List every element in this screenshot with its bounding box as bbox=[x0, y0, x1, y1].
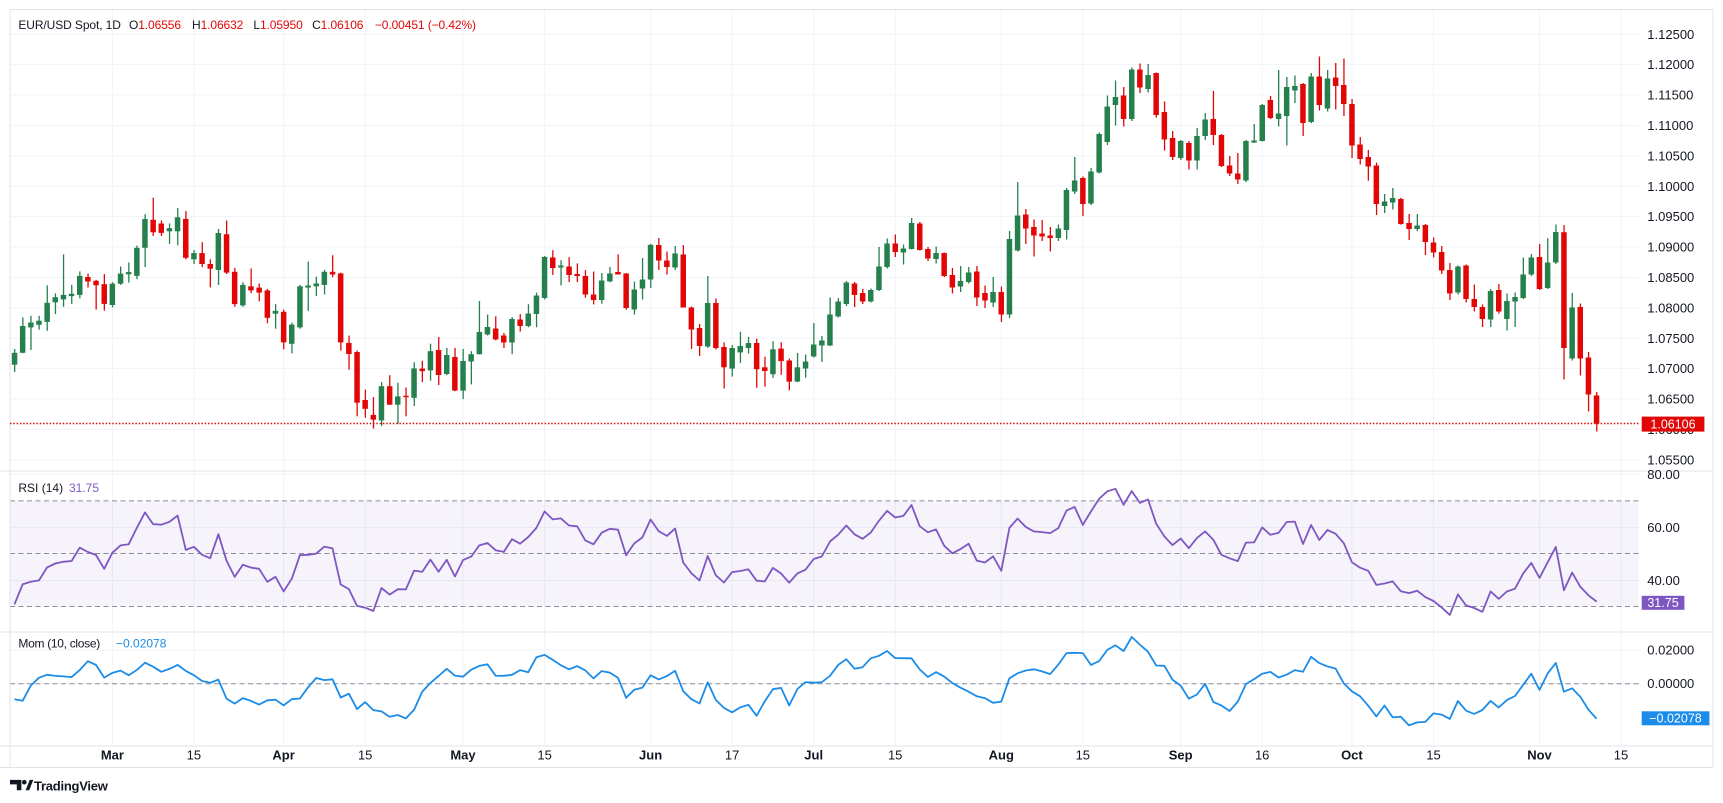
svg-text:80.00: 80.00 bbox=[1647, 467, 1680, 482]
svg-text:1.11500: 1.11500 bbox=[1647, 88, 1693, 103]
svg-text:Jul: Jul bbox=[804, 747, 823, 762]
svg-text:1.10500: 1.10500 bbox=[1647, 148, 1694, 163]
svg-text:H1.06632: H1.06632 bbox=[192, 18, 244, 32]
svg-text:Mom (10, close): Mom (10, close) bbox=[18, 637, 100, 651]
svg-text:60.00: 60.00 bbox=[1647, 520, 1680, 535]
svg-text:Oct: Oct bbox=[1341, 747, 1363, 762]
svg-text:31.75: 31.75 bbox=[69, 481, 99, 495]
svg-text:−0.02078: −0.02078 bbox=[116, 637, 167, 651]
svg-text:31.75: 31.75 bbox=[1647, 596, 1678, 610]
svg-text:TradingView: TradingView bbox=[34, 778, 109, 793]
svg-text:15: 15 bbox=[358, 747, 372, 762]
svg-text:1.12500: 1.12500 bbox=[1647, 27, 1694, 42]
svg-text:Mar: Mar bbox=[101, 747, 124, 762]
svg-text:Sep: Sep bbox=[1169, 747, 1193, 762]
svg-text:RSI (14): RSI (14) bbox=[18, 481, 63, 495]
svg-text:EUR/USD Spot, 1D: EUR/USD Spot, 1D bbox=[18, 18, 121, 32]
svg-text:0.02000: 0.02000 bbox=[1647, 643, 1694, 658]
svg-text:15: 15 bbox=[537, 747, 551, 762]
svg-text:0.00000: 0.00000 bbox=[1647, 676, 1694, 691]
svg-text:15: 15 bbox=[888, 747, 902, 762]
svg-text:15: 15 bbox=[1426, 747, 1440, 762]
svg-text:1.07000: 1.07000 bbox=[1647, 361, 1694, 376]
svg-text:1.07500: 1.07500 bbox=[1647, 331, 1694, 346]
svg-text:1.09000: 1.09000 bbox=[1647, 240, 1694, 255]
svg-text:Aug: Aug bbox=[989, 747, 1014, 762]
svg-text:15: 15 bbox=[1076, 747, 1090, 762]
svg-text:1.06500: 1.06500 bbox=[1647, 392, 1694, 407]
svg-text:Jun: Jun bbox=[639, 747, 662, 762]
svg-text:1.11000: 1.11000 bbox=[1647, 118, 1693, 133]
svg-text:O1.06556: O1.06556 bbox=[129, 18, 181, 32]
svg-text:1.06106: 1.06106 bbox=[1650, 418, 1695, 432]
svg-text:1.12000: 1.12000 bbox=[1647, 57, 1694, 72]
svg-text:17: 17 bbox=[725, 747, 739, 762]
svg-text:1.10000: 1.10000 bbox=[1647, 179, 1694, 194]
svg-text:15: 15 bbox=[187, 747, 201, 762]
svg-text:1.08000: 1.08000 bbox=[1647, 300, 1694, 315]
svg-text:1.05500: 1.05500 bbox=[1647, 452, 1694, 467]
svg-text:L1.05950: L1.05950 bbox=[253, 18, 303, 32]
svg-text:C1.06106: C1.06106 bbox=[312, 18, 364, 32]
svg-text:1.09500: 1.09500 bbox=[1647, 209, 1694, 224]
svg-text:40.00: 40.00 bbox=[1647, 573, 1680, 588]
svg-text:16: 16 bbox=[1255, 747, 1269, 762]
svg-text:−0.00451 (−0.42%): −0.00451 (−0.42%) bbox=[375, 18, 476, 32]
svg-text:Apr: Apr bbox=[272, 747, 294, 762]
svg-text:May: May bbox=[450, 747, 476, 762]
svg-text:Nov: Nov bbox=[1527, 747, 1552, 762]
svg-text:−0.02078: −0.02078 bbox=[1649, 712, 1702, 726]
svg-text:15: 15 bbox=[1614, 747, 1628, 762]
svg-text:1.08500: 1.08500 bbox=[1647, 270, 1694, 285]
